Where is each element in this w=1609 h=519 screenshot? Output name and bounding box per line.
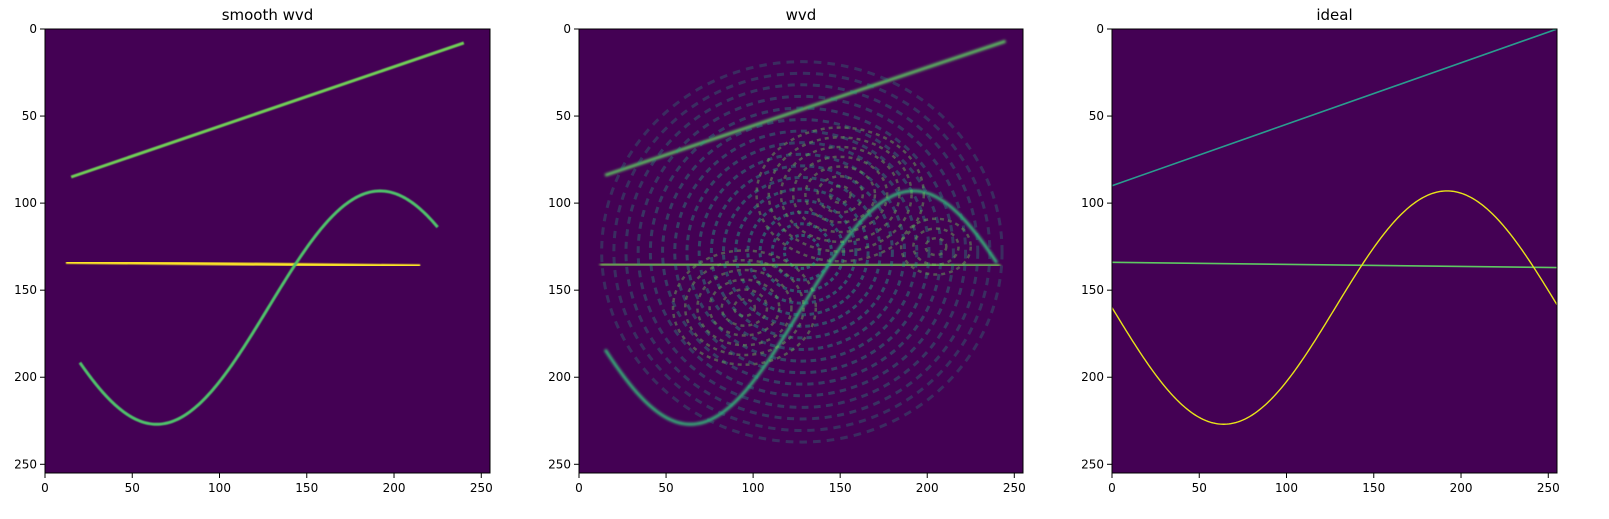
interference-lobe <box>755 126 926 263</box>
x-tick-label: 150 <box>1362 481 1385 495</box>
x-tick-label: 250 <box>470 481 493 495</box>
interference-ring <box>746 199 858 305</box>
interference-lobe <box>767 136 913 253</box>
interference-lobe <box>720 288 769 327</box>
panel-wvd: 0 50 100 150 200 250 0 50 100 150 200 250 wvd <box>548 6 1026 495</box>
interference-ring <box>770 222 833 282</box>
x-tick-label: 0 <box>1108 481 1116 495</box>
x-tick-label: 150 <box>295 481 318 495</box>
interference-ring <box>697 152 907 351</box>
interference-lobe <box>816 175 865 214</box>
interference-ring <box>648 106 955 398</box>
x-tick-label: 50 <box>1192 481 1207 495</box>
interference-ring <box>758 210 846 294</box>
interference-ring <box>624 83 980 421</box>
tf-component-sine <box>1112 190 1557 425</box>
interference-ring <box>709 164 894 340</box>
interference-lobe <box>696 268 793 347</box>
x-tick-label: 200 <box>1450 481 1473 495</box>
interference-ring <box>673 129 931 375</box>
tf-component-line <box>1112 261 1557 269</box>
image-background <box>45 29 490 473</box>
x-tick-label: 200 <box>916 481 939 495</box>
interference-ring <box>612 71 992 432</box>
interference-lobe <box>671 249 818 366</box>
interference-pattern <box>600 60 1004 444</box>
interference-ring <box>685 141 919 363</box>
tf-component-line <box>70 41 465 179</box>
x-tick-label: 250 <box>1003 481 1026 495</box>
interference-ring <box>636 94 968 409</box>
interference-ring <box>734 187 870 317</box>
y-tick-label: 150 <box>1081 283 1104 297</box>
image-background <box>1112 29 1557 473</box>
interference-lobe <box>779 145 901 244</box>
axes-frame <box>1111 28 1558 474</box>
x-tick-label: 150 <box>829 481 852 495</box>
interference-lobe <box>804 165 877 224</box>
y-tick-label: 0 <box>1096 22 1104 36</box>
interference-lobe <box>708 278 781 337</box>
image-background <box>579 29 1023 473</box>
y-tick-label: 0 <box>563 22 571 36</box>
panel-title: ideal <box>1316 6 1352 24</box>
x-tick-label: 50 <box>658 481 673 495</box>
tf-component-line <box>65 260 421 268</box>
axes-frame <box>578 28 1024 474</box>
interference-ring <box>661 118 943 386</box>
tf-component-sine <box>78 189 439 426</box>
tf-component-line <box>604 39 1007 177</box>
panel-title: wvd <box>786 6 817 24</box>
y-tick-label: 100 <box>1081 196 1104 210</box>
y-tick-label: 100 <box>548 196 571 210</box>
tf-component-line <box>599 262 1001 268</box>
y-tick-label: 50 <box>22 109 37 123</box>
y-tick-label: 150 <box>548 283 571 297</box>
y-tick-label: 200 <box>1081 370 1104 384</box>
axes-frame <box>44 28 491 474</box>
y-tick-label: 150 <box>14 283 37 297</box>
y-tick-label: 200 <box>548 370 571 384</box>
x-tick-label: 100 <box>742 481 765 495</box>
panel-title: smooth wvd <box>222 6 314 24</box>
y-tick-label: 50 <box>556 109 571 123</box>
x-tick-label: 100 <box>208 481 231 495</box>
interference-lobe <box>912 227 960 266</box>
interference-lobe <box>899 217 972 276</box>
y-tick-label: 250 <box>548 457 571 471</box>
y-tick-label: 100 <box>14 196 37 210</box>
y-tick-label: 0 <box>29 22 37 36</box>
y-tick-label: 250 <box>1081 457 1104 471</box>
y-tick-label: 200 <box>14 370 37 384</box>
interference-ring <box>600 60 1004 444</box>
x-tick-label: 0 <box>575 481 583 495</box>
x-tick-label: 250 <box>1537 481 1560 495</box>
x-tick-label: 50 <box>125 481 140 495</box>
tf-component-line <box>1112 29 1557 187</box>
y-tick-label: 50 <box>1089 109 1104 123</box>
interference-lobe <box>791 155 889 234</box>
x-tick-label: 200 <box>383 481 406 495</box>
panel-smooth-wvd: 0 50 100 150 200 250 0 50 100 150 200 250 smooth wvd <box>14 6 493 495</box>
x-tick-label: 100 <box>1275 481 1298 495</box>
x-tick-label: 0 <box>41 481 49 495</box>
interference-lobe <box>732 297 757 318</box>
interference-ring <box>782 233 821 270</box>
panel-ideal: 0 50 100 150 200 250 0 50 100 150 200 250 ideal <box>1081 6 1560 495</box>
interference-lobe <box>924 236 948 257</box>
tf-component-sine <box>603 189 999 426</box>
y-tick-label: 250 <box>14 457 37 471</box>
interference-lobe <box>828 184 852 205</box>
interference-lobe <box>683 258 805 357</box>
